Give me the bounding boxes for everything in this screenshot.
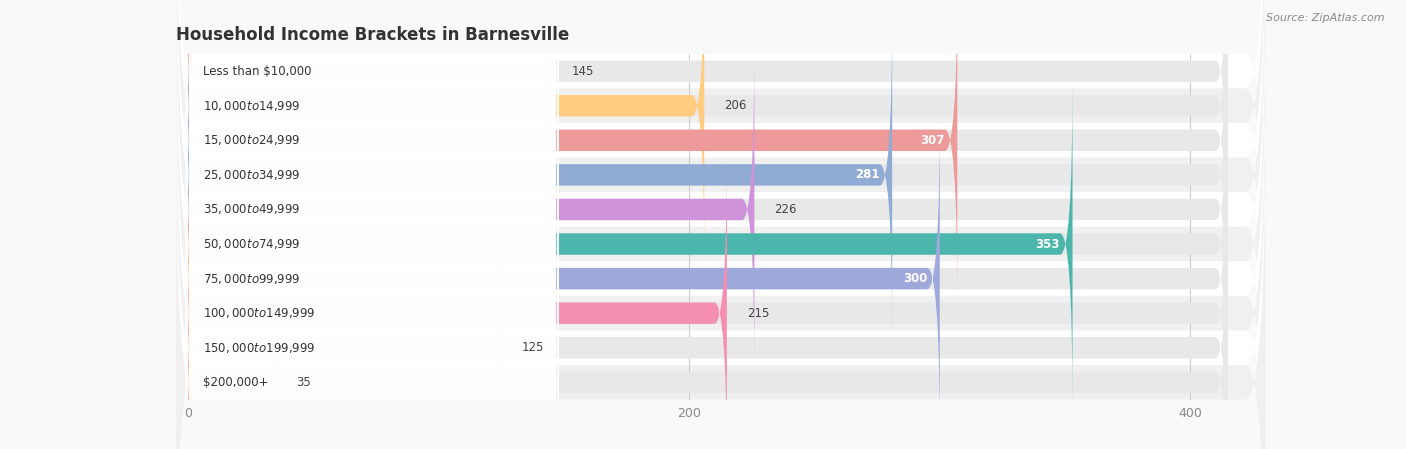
FancyBboxPatch shape [176, 54, 1265, 449]
Text: $200,000+: $200,000+ [204, 376, 269, 389]
Text: $150,000 to $199,999: $150,000 to $199,999 [204, 341, 316, 355]
FancyBboxPatch shape [186, 219, 560, 449]
FancyBboxPatch shape [188, 0, 957, 303]
FancyBboxPatch shape [188, 220, 276, 449]
Text: $15,000 to $24,999: $15,000 to $24,999 [204, 133, 301, 147]
FancyBboxPatch shape [176, 0, 1265, 365]
FancyBboxPatch shape [188, 0, 1227, 268]
Text: 145: 145 [571, 65, 593, 78]
FancyBboxPatch shape [188, 82, 1073, 406]
FancyBboxPatch shape [188, 0, 1227, 233]
FancyBboxPatch shape [176, 19, 1265, 449]
Text: $35,000 to $49,999: $35,000 to $49,999 [204, 202, 301, 216]
Text: 125: 125 [522, 341, 544, 354]
Text: 35: 35 [297, 376, 311, 389]
Text: 206: 206 [724, 99, 747, 112]
FancyBboxPatch shape [188, 220, 1227, 449]
FancyBboxPatch shape [186, 0, 560, 235]
FancyBboxPatch shape [188, 151, 1227, 449]
FancyBboxPatch shape [186, 46, 560, 304]
Text: 226: 226 [775, 203, 797, 216]
Text: $100,000 to $149,999: $100,000 to $149,999 [204, 306, 316, 320]
Text: $25,000 to $34,999: $25,000 to $34,999 [204, 168, 301, 182]
FancyBboxPatch shape [188, 47, 755, 372]
FancyBboxPatch shape [176, 0, 1265, 434]
Text: $75,000 to $99,999: $75,000 to $99,999 [204, 272, 301, 286]
Text: Household Income Brackets in Barnesville: Household Income Brackets in Barnesville [176, 26, 569, 44]
FancyBboxPatch shape [186, 0, 560, 200]
FancyBboxPatch shape [176, 0, 1265, 449]
FancyBboxPatch shape [188, 13, 893, 337]
FancyBboxPatch shape [188, 185, 1227, 449]
Text: 307: 307 [921, 134, 945, 147]
FancyBboxPatch shape [188, 0, 1227, 303]
FancyBboxPatch shape [176, 0, 1265, 330]
FancyBboxPatch shape [188, 0, 551, 233]
FancyBboxPatch shape [176, 88, 1265, 449]
FancyBboxPatch shape [176, 0, 1265, 449]
FancyBboxPatch shape [176, 0, 1265, 400]
FancyBboxPatch shape [188, 0, 704, 268]
Text: $10,000 to $14,999: $10,000 to $14,999 [204, 99, 301, 113]
FancyBboxPatch shape [188, 151, 727, 449]
FancyBboxPatch shape [188, 185, 502, 449]
FancyBboxPatch shape [186, 184, 560, 442]
Text: 215: 215 [747, 307, 769, 320]
FancyBboxPatch shape [186, 80, 560, 339]
FancyBboxPatch shape [186, 253, 560, 449]
Text: Source: ZipAtlas.com: Source: ZipAtlas.com [1267, 13, 1385, 23]
Text: Less than $10,000: Less than $10,000 [204, 65, 312, 78]
FancyBboxPatch shape [188, 47, 1227, 372]
FancyBboxPatch shape [188, 116, 1227, 441]
FancyBboxPatch shape [186, 150, 560, 408]
FancyBboxPatch shape [188, 116, 939, 441]
FancyBboxPatch shape [188, 13, 1227, 337]
Text: 281: 281 [855, 168, 880, 181]
Text: 300: 300 [903, 272, 927, 285]
FancyBboxPatch shape [186, 11, 560, 269]
FancyBboxPatch shape [176, 123, 1265, 449]
Text: 353: 353 [1035, 238, 1060, 251]
FancyBboxPatch shape [188, 82, 1227, 406]
FancyBboxPatch shape [186, 115, 560, 373]
Text: $50,000 to $74,999: $50,000 to $74,999 [204, 237, 301, 251]
